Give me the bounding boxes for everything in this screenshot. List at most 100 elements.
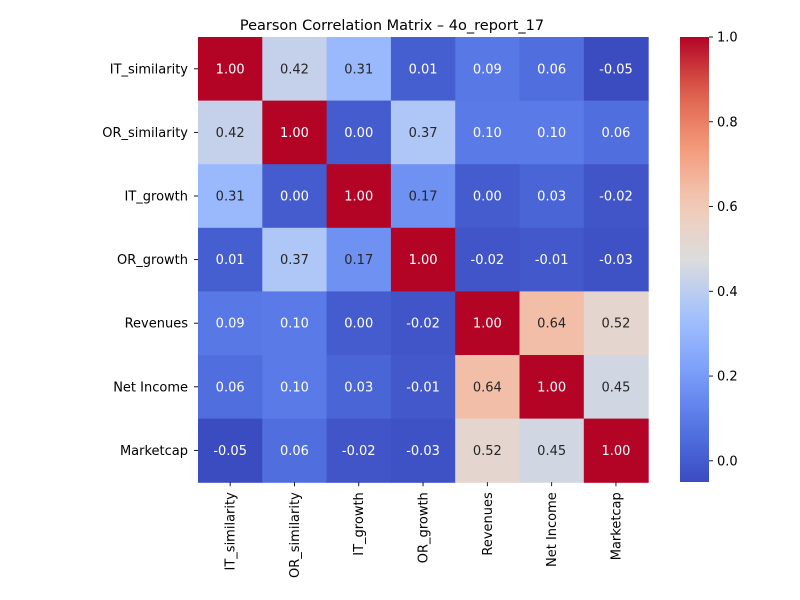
- colorbar-tick-label: 0.6: [717, 200, 738, 215]
- y-tick-label: Marketcap: [120, 444, 188, 459]
- heatmap-cell-1-5: [519, 100, 585, 165]
- cell-value-2-4: 0.00: [473, 190, 502, 205]
- heatmap-cells: [198, 37, 649, 483]
- colorbar-tick-label: 0.2: [717, 370, 738, 385]
- x-axis: IT_similarity OR_similarity IT_growth OR_gr…: [224, 482, 624, 578]
- cell-value-5-0: 0.06: [216, 380, 245, 395]
- cell-value-3-5: -0.01: [535, 253, 569, 268]
- cell-value-2-1: 0.00: [280, 190, 309, 205]
- heatmap-cell-2-4: [455, 164, 521, 229]
- heatmap-cell-2-5: [519, 164, 585, 229]
- heatmap-cell-1-3: [390, 100, 456, 165]
- heatmap-cell-3-5: [519, 227, 585, 292]
- x-tick-label: Marketcap: [609, 492, 624, 560]
- x-tick-label: OR_growth: [417, 492, 432, 563]
- heatmap-cell-6-0: [198, 418, 263, 483]
- heatmap-cell-6-6: [583, 418, 649, 483]
- cell-value-3-6: -0.03: [599, 253, 633, 268]
- cell-value-3-2: 0.17: [344, 253, 373, 268]
- y-tick-label: Revenues: [125, 317, 189, 332]
- heatmap-cell-2-0: [198, 164, 263, 229]
- heatmap-cell-2-6: [583, 164, 649, 229]
- heatmap-cell-6-1: [262, 418, 328, 483]
- cell-value-1-2: 0.00: [344, 126, 373, 141]
- x-tick-label: Net Income: [545, 492, 560, 567]
- cell-value-1-0: 0.42: [216, 126, 245, 141]
- heatmap-cell-4-0: [198, 291, 263, 356]
- cell-value-6-3: -0.03: [406, 444, 440, 459]
- heatmap-cell-4-5: [519, 291, 585, 356]
- x-tick-label: IT_similarity: [224, 492, 239, 571]
- cell-value-4-5: 0.64: [537, 317, 566, 332]
- colorbar-tick-label: 0.0: [717, 454, 738, 469]
- heatmap-cell-2-1: [262, 164, 328, 229]
- colorbar-tick-label: 0.8: [717, 115, 738, 130]
- cell-value-5-3: -0.01: [406, 380, 440, 395]
- cell-value-4-3: -0.02: [406, 317, 440, 332]
- heatmap-cell-6-4: [455, 418, 521, 483]
- cell-value-2-2: 1.00: [344, 190, 373, 205]
- y-axis: IT_similarity OR_similarity IT_growth OR_gr…: [102, 62, 198, 459]
- heatmap-cell-6-5: [519, 418, 585, 483]
- cell-value-0-0: 1.00: [216, 62, 245, 77]
- cell-value-5-1: 0.10: [280, 380, 309, 395]
- cell-value-0-1: 0.42: [280, 62, 309, 77]
- heatmap-cell-1-1: [262, 100, 328, 165]
- cell-value-1-3: 0.37: [409, 126, 438, 141]
- heatmap-cell-0-4: [455, 37, 521, 102]
- cell-value-5-5: 1.00: [537, 380, 566, 395]
- colorbar-tick-label: 1.0: [717, 31, 738, 46]
- colorbar: 0.0 0.2 0.4 0.6 0.8 1.0: [680, 31, 738, 482]
- heatmap-cell-5-3: [390, 355, 456, 420]
- cell-value-1-6: 0.06: [601, 126, 630, 141]
- heatmap-cell-4-6: [583, 291, 649, 356]
- cell-value-0-2: 0.31: [344, 62, 373, 77]
- cell-value-3-3: 1.00: [409, 253, 438, 268]
- heatmap-cell-5-0: [198, 355, 263, 420]
- cell-value-0-4: 0.09: [473, 62, 502, 77]
- x-tick-label: Revenues: [481, 492, 496, 556]
- cell-value-6-0: -0.05: [213, 444, 247, 459]
- cell-value-1-1: 1.00: [280, 126, 309, 141]
- heatmap-cell-4-3: [390, 291, 456, 356]
- cell-value-4-2: 0.00: [344, 317, 373, 332]
- cell-value-2-6: -0.02: [599, 190, 633, 205]
- y-tick-label: OR_growth: [117, 253, 188, 268]
- heatmap-cell-5-1: [262, 355, 328, 420]
- cell-value-5-6: 0.45: [601, 380, 630, 395]
- cell-value-6-6: 1.00: [601, 444, 630, 459]
- heatmap-cell-2-3: [390, 164, 456, 229]
- cell-value-6-1: 0.06: [280, 444, 309, 459]
- heatmap-cell-5-5: [519, 355, 585, 420]
- heatmap-cell-1-6: [583, 100, 649, 165]
- cell-value-0-5: 0.06: [537, 62, 566, 77]
- heatmap-cell-1-0: [198, 100, 263, 165]
- cell-value-3-4: -0.02: [471, 253, 505, 268]
- heatmap-cell-3-2: [326, 227, 392, 292]
- cell-value-0-6: -0.05: [599, 62, 633, 77]
- heatmap-cell-3-0: [198, 227, 263, 292]
- cell-value-5-4: 0.64: [473, 380, 502, 395]
- chart-title: Pearson Correlation Matrix – 4o_report_1…: [240, 18, 544, 34]
- cell-value-2-3: 0.17: [409, 190, 438, 205]
- heatmap-cell-4-1: [262, 291, 328, 356]
- heatmap-cell-3-4: [455, 227, 521, 292]
- colorbar-tick-label: 0.4: [717, 285, 738, 300]
- y-tick-label: IT_growth: [124, 190, 188, 205]
- x-tick-label: IT_growth: [352, 492, 367, 556]
- heatmap-cell-0-6: [583, 37, 649, 102]
- heatmap-cell-5-2: [326, 355, 392, 420]
- x-tick-label: OR_similarity: [288, 492, 303, 578]
- cell-value-0-3: 0.01: [409, 62, 438, 77]
- heatmap-cell-3-3: [390, 227, 456, 292]
- heatmap-cell-4-4: [455, 291, 521, 356]
- heatmap-cell-5-4: [455, 355, 521, 420]
- cell-value-4-0: 0.09: [216, 317, 245, 332]
- cell-value-2-5: 0.03: [537, 190, 566, 205]
- cell-value-6-2: -0.02: [342, 444, 376, 459]
- heatmap-cell-1-2: [326, 100, 392, 165]
- cell-value-4-1: 0.10: [280, 317, 309, 332]
- y-tick-label: OR_similarity: [102, 126, 188, 141]
- y-tick-label: Net Income: [113, 380, 188, 395]
